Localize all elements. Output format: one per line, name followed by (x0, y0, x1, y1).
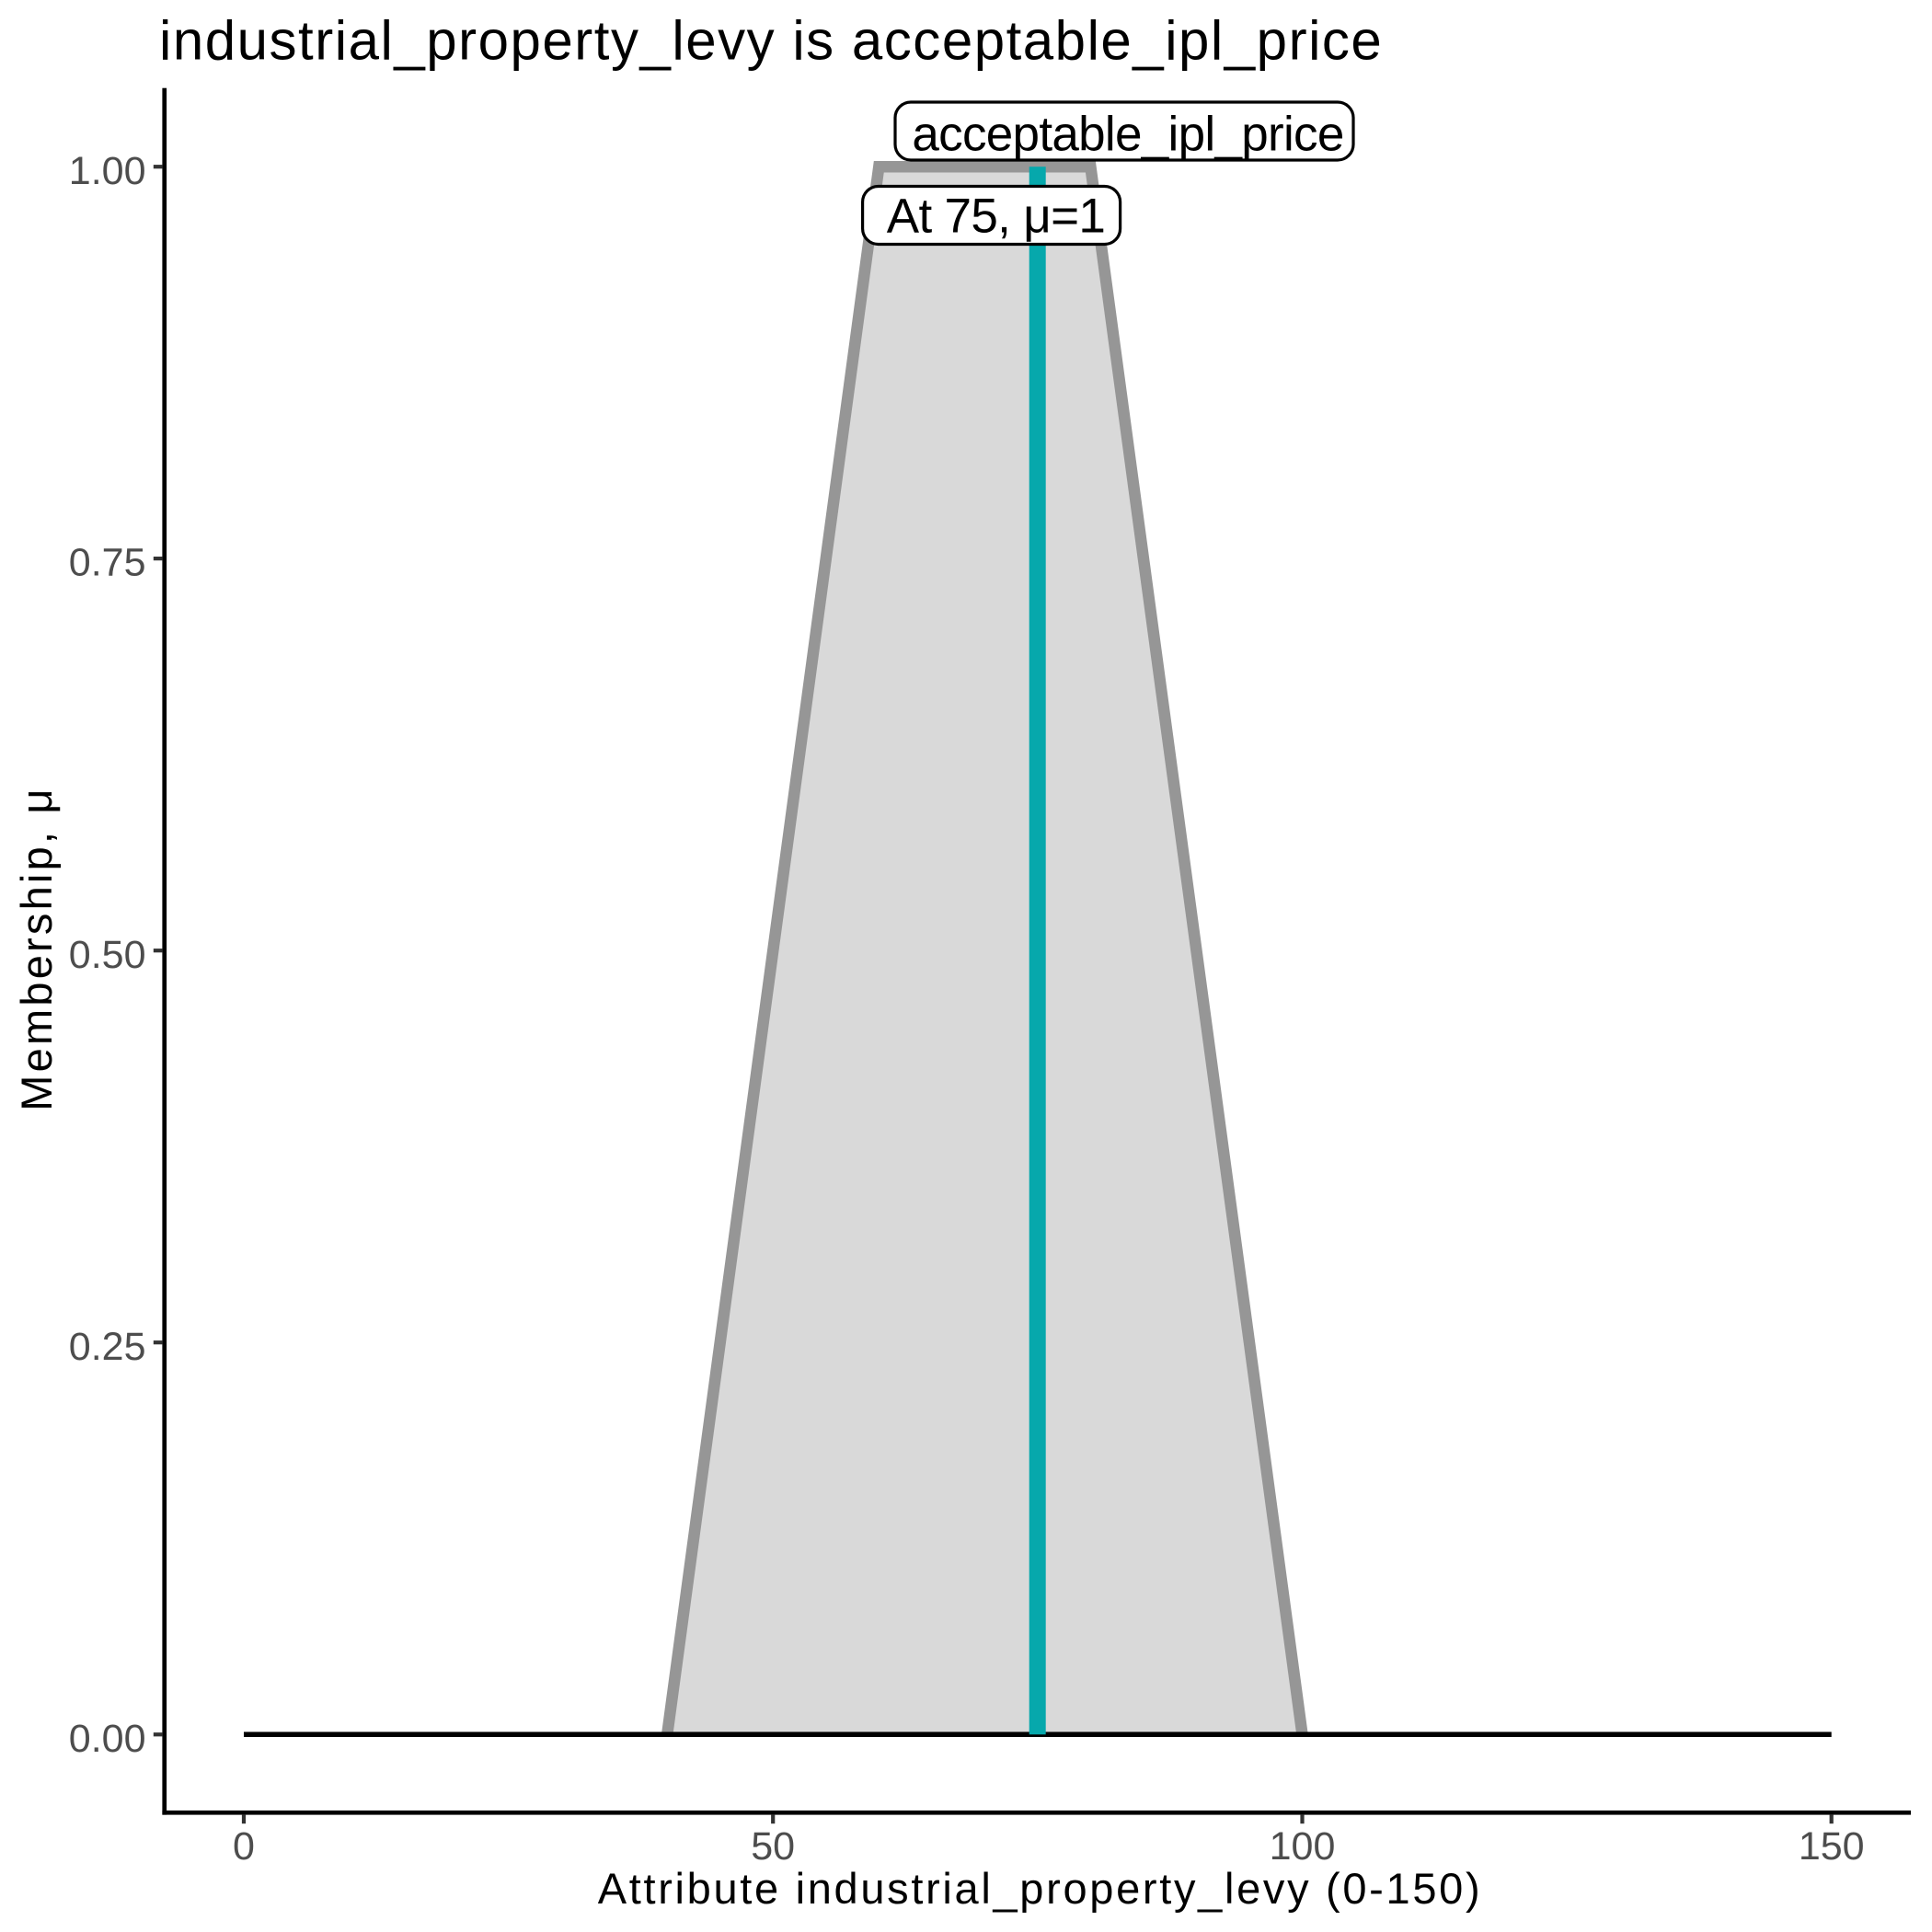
svg-text:0.00: 0.00 (69, 1717, 146, 1761)
svg-text:100: 100 (1270, 1824, 1336, 1869)
svg-text:0.50: 0.50 (69, 933, 146, 977)
svg-text:Attribute industrial_property_: Attribute industrial_property_levy (0-15… (598, 1864, 1483, 1913)
svg-text:Membership, μ: Membership, μ (12, 786, 61, 1110)
svg-text:50: 50 (751, 1824, 795, 1869)
svg-text:1.00: 1.00 (69, 149, 146, 193)
svg-text:150: 150 (1799, 1824, 1865, 1869)
svg-text:0.25: 0.25 (69, 1325, 146, 1369)
svg-text:0: 0 (233, 1824, 255, 1869)
svg-text:0.75: 0.75 (69, 541, 146, 585)
svg-text:industrial_property_levy is ac: industrial_property_levy is acceptable_i… (159, 10, 1383, 72)
svg-text:acceptable_ipl_price: acceptable_ipl_price (912, 108, 1343, 162)
svg-text:At 75, μ=1: At 75, μ=1 (887, 189, 1105, 243)
